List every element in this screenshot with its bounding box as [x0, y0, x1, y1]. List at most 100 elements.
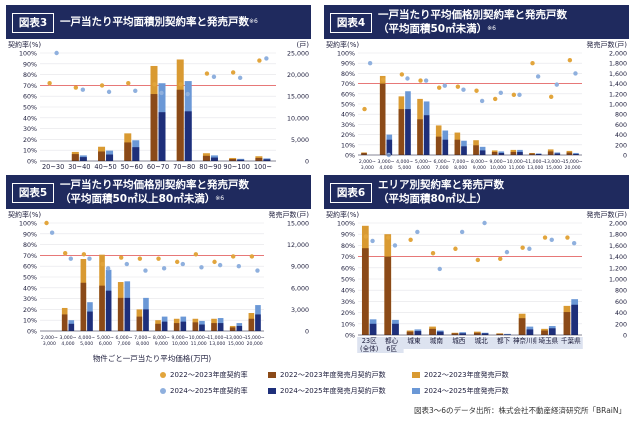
- x-tick-label: 神奈川県: [513, 336, 540, 345]
- point-rate-2024: [159, 90, 164, 96]
- panel-header: 図表6 エリア別契約率と発売戸数 （平均面積80㎡以上）: [324, 175, 629, 209]
- legend-item-total-2024: 2024〜2025年度発売戸数: [412, 386, 509, 396]
- bar-units-2024: [255, 314, 261, 331]
- y-left-tick-label: 0%: [27, 329, 37, 336]
- bar-units-2024: [263, 159, 271, 161]
- x-tick-label: 8,000: [454, 165, 467, 171]
- bar-units-2022: [155, 323, 161, 331]
- x-tick-label: 6,000~: [115, 335, 132, 341]
- figure-badge: 図表3: [12, 13, 54, 33]
- point-rate-2024: [180, 261, 185, 267]
- point-rate-2022: [44, 220, 49, 226]
- x-tick-label: 7,000~: [134, 335, 151, 341]
- y-right-tick-label: 2,000: [609, 221, 627, 228]
- y-left-tick-label: 80%: [341, 71, 355, 78]
- x-tick-label: 6,000~: [433, 159, 450, 165]
- y-right-tick-label: 200: [615, 142, 627, 149]
- point-rate-2022: [498, 256, 503, 262]
- figure-badge: 図表6: [330, 183, 372, 203]
- y-left-tick-label: 10%: [23, 318, 37, 325]
- bar-units-2022: [229, 327, 236, 331]
- point-rate-2022: [257, 58, 262, 63]
- panel-title: 一戸当たり平均面積別契約率と発売戸数※6: [60, 15, 306, 29]
- x-tick-label: 13,000~: [544, 159, 564, 165]
- y-right-tick-label: 0: [305, 159, 309, 166]
- y-right-tick-label: 3,000: [291, 307, 309, 314]
- bar-units-2024: [210, 157, 218, 161]
- y-left-tick-label: 50%: [341, 102, 355, 109]
- source-note: 図表3〜6のデータ出所：株式会社不動産経済研究所「BRaiN」: [413, 406, 626, 415]
- panel-title: 一戸当たり平均価格別契約率と発売戸数 （平均面積50㎡以上80㎡未満）※6: [60, 178, 306, 206]
- bar-units-2024: [158, 112, 166, 161]
- y-left-tick-label: 20%: [23, 137, 37, 144]
- point-rate-2022: [493, 96, 498, 102]
- point-rate-2024: [482, 220, 487, 226]
- x-tick-label: 60~70: [147, 163, 169, 171]
- bar-units-2022: [529, 153, 535, 155]
- y-left-tick-label: 0%: [345, 153, 355, 160]
- point-rate-2024: [105, 266, 111, 271]
- bar-units-2024: [498, 152, 505, 155]
- point-rate-2024: [217, 262, 223, 268]
- bar-units-2022: [451, 333, 459, 335]
- point-rate-2024: [185, 91, 190, 97]
- legend-swatch: [160, 388, 166, 394]
- title-line: （平均面積50㎡以上80㎡未満）: [60, 193, 216, 205]
- y-left-tick-label: 40%: [23, 285, 37, 292]
- bar-units-2024: [106, 154, 114, 161]
- x-tick-label: 5,000~: [415, 159, 432, 165]
- point-rate-2022: [511, 92, 517, 98]
- title-note: ※6: [215, 195, 225, 202]
- x-tick-label: 4,000~: [396, 159, 413, 165]
- x-tick-label: 都心: [385, 337, 399, 345]
- point-rate-2024: [504, 249, 510, 255]
- y-left-tick-label: 30%: [23, 296, 37, 303]
- x-tick-label: 20,000: [247, 341, 263, 347]
- point-rate-2022: [399, 72, 405, 77]
- y-left-tick-label: 80%: [23, 72, 37, 79]
- x-tick-label: 5,000: [398, 165, 411, 171]
- legend-item-rate-2022: 2022〜2023年度契約率: [160, 370, 248, 380]
- bar-units-2024: [143, 309, 149, 331]
- point-rate-2024: [498, 90, 503, 95]
- legend-label: 2024〜2025年度発売月契約戸数: [280, 387, 386, 395]
- category-label-box: [514, 337, 538, 349]
- bar-units-2022: [117, 297, 124, 331]
- x-tick-label: 5,000~: [97, 335, 114, 341]
- point-rate-2022: [567, 57, 573, 63]
- bar-units-2022: [248, 318, 255, 331]
- x-tick-label: 20~30: [42, 163, 64, 171]
- y-right-tick-label: 1,600: [609, 243, 627, 250]
- bar-units-2024: [392, 323, 399, 335]
- bar-units-2022: [61, 314, 68, 331]
- y-right-tick-label: 600: [615, 122, 627, 129]
- figure-badge: 図表5: [12, 183, 54, 203]
- panel-header: 図表5 一戸当たり平均価格別契約率と発売戸数 （平均面積50㎡以上80㎡未満）※…: [6, 175, 311, 209]
- y-right-tick-label: 0: [623, 333, 627, 340]
- point-rate-2022: [437, 85, 442, 90]
- bar-units-2022: [429, 328, 436, 335]
- x-tick-label: 23区: [362, 337, 377, 345]
- x-tick-label: (全体): [360, 344, 378, 353]
- point-rate-2022: [204, 71, 210, 76]
- bar-units-2024: [436, 331, 444, 335]
- y-right-tick-label: 800: [615, 112, 627, 119]
- y-left-tick-label: 100%: [19, 221, 37, 228]
- bar-units-2022: [99, 285, 105, 331]
- bar-units-2024: [517, 151, 523, 155]
- point-rate-2024: [517, 92, 522, 98]
- y-right-tick-label: 1,000: [609, 277, 627, 284]
- y-left-tick-label: 10%: [23, 148, 37, 155]
- point-rate-2024: [549, 237, 554, 242]
- bar-units-2024: [573, 153, 579, 155]
- y-left-tick-label: 40%: [341, 112, 355, 119]
- legend: 2022〜2023年度契約率 2024〜2025年度契約率 2022〜2023年…: [160, 366, 630, 406]
- x-tick-label: 11,000~: [207, 335, 227, 341]
- x-tick-label: 11,000~: [525, 159, 545, 165]
- bar-units-2024: [180, 321, 187, 331]
- point-rate-2022: [565, 235, 570, 240]
- bar-units-2022: [518, 318, 526, 335]
- x-tick-label: 90~100: [223, 163, 250, 171]
- panel-header: 図表4 一戸当たり平均価格別契約率と発売戸数 （平均面積50㎡未満）※6: [324, 5, 629, 39]
- x-tick-label: 6,000: [417, 165, 430, 171]
